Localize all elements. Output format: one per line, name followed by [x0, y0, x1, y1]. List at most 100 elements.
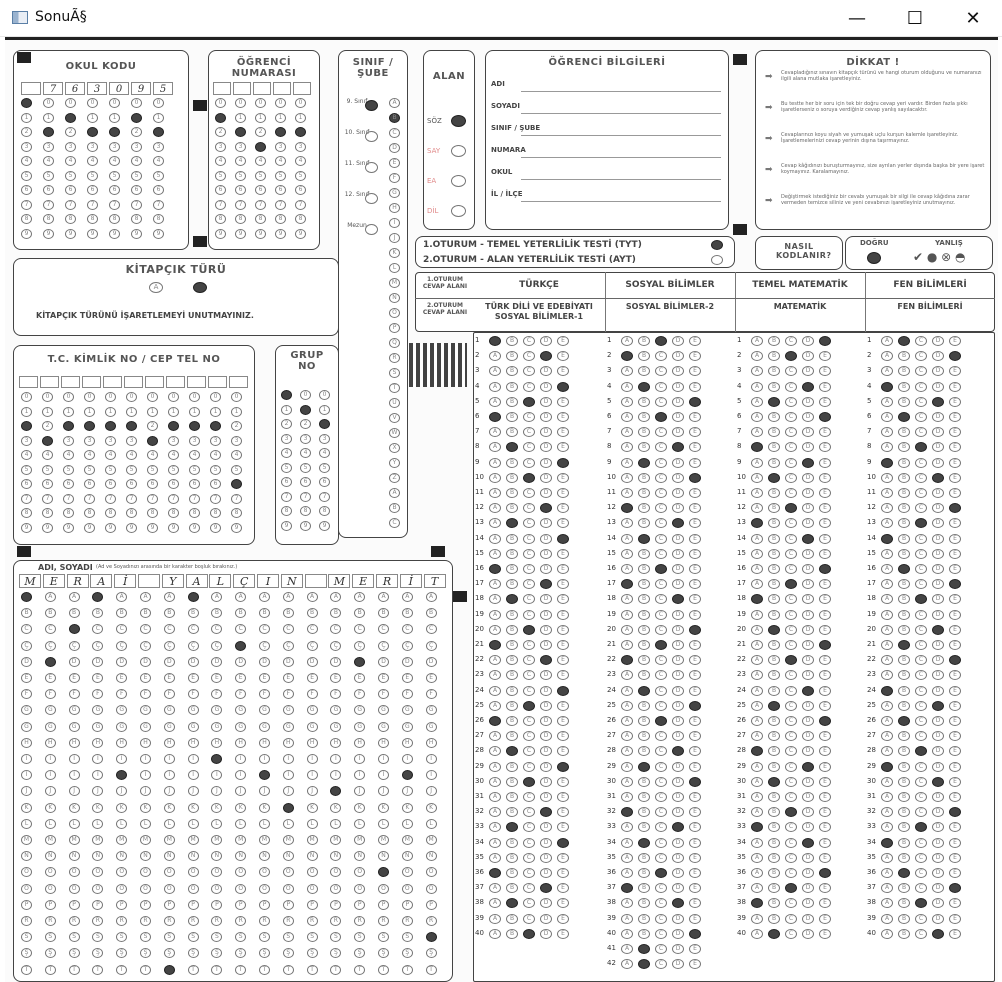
name-bubble[interactable]: F [330, 689, 342, 700]
answer-bubble[interactable]: C [655, 427, 667, 438]
name-bubble[interactable]: H [330, 737, 342, 748]
answer-bubble[interactable]: B [638, 594, 650, 605]
name-bubble[interactable]: F [187, 689, 199, 700]
name-bubble[interactable] [68, 624, 80, 635]
name-bubble[interactable]: H [354, 737, 366, 748]
answer-bubble[interactable]: B [506, 655, 518, 666]
ogrenci-no-bubble[interactable]: 0 [275, 98, 286, 108]
answer-bubble[interactable]: E [557, 776, 569, 787]
ogrenci-no-bubble[interactable]: 7 [255, 199, 266, 210]
answer-bubble[interactable]: A [881, 351, 893, 362]
answer-bubble[interactable]: C [655, 579, 667, 590]
answer-bubble[interactable]: D [932, 336, 944, 346]
answer-bubble[interactable]: C [915, 579, 927, 590]
answer-bubble[interactable]: C [655, 928, 667, 939]
tc-kimlik-bubble[interactable]: 9 [42, 522, 53, 533]
name-bubble[interactable]: M [21, 835, 32, 845]
name-bubble[interactable]: Ğ [44, 721, 56, 732]
answer-bubble[interactable]: E [819, 457, 831, 468]
name-bubble[interactable]: T [306, 964, 318, 975]
name-bubble[interactable]: Ş [354, 948, 366, 959]
name-bubble[interactable]: O [68, 867, 80, 878]
answer-bubble[interactable]: C [915, 381, 927, 392]
answer-bubble[interactable]: D [540, 488, 552, 498]
answer-bubble[interactable]: C [523, 731, 535, 742]
answer-bubble[interactable]: D [540, 868, 552, 878]
answer-bubble[interactable]: D [802, 670, 814, 681]
answer-bubble[interactable]: A [751, 457, 763, 468]
answer-bubble[interactable]: D [932, 883, 944, 894]
answer-bubble[interactable]: A [881, 776, 893, 787]
answer-bubble[interactable]: C [785, 609, 797, 620]
name-bubble[interactable]: L [259, 818, 270, 829]
answer-bubble[interactable] [621, 503, 633, 514]
answer-bubble[interactable]: B [898, 624, 910, 635]
name-bubble[interactable]: J [44, 786, 56, 797]
answer-bubble[interactable]: A [751, 472, 763, 483]
name-bubble[interactable]: Ç [92, 640, 104, 651]
answer-bubble[interactable]: D [672, 564, 684, 574]
answer-bubble[interactable]: E [819, 913, 831, 924]
answer-bubble[interactable]: C [915, 640, 927, 650]
answer-bubble[interactable]: A [621, 928, 633, 939]
answer-bubble[interactable] [949, 655, 961, 666]
answer-bubble[interactable] [523, 928, 535, 939]
answer-bubble[interactable]: C [523, 488, 535, 498]
answer-bubble[interactable]: D [540, 412, 552, 422]
answer-bubble[interactable]: A [489, 685, 501, 696]
name-bubble[interactable]: L [235, 818, 247, 829]
answer-bubble[interactable]: C [785, 336, 797, 346]
okul-kodu-bubble[interactable]: 0 [43, 98, 54, 108]
tc-kimlik-bubble[interactable]: 2 [42, 421, 53, 431]
answer-bubble[interactable]: C [655, 852, 667, 863]
answer-bubble[interactable] [540, 807, 552, 818]
name-bubble[interactable]: E [259, 673, 270, 683]
answer-bubble[interactable]: E [557, 427, 569, 438]
answer-bubble[interactable]: E [819, 761, 831, 772]
answer-bubble[interactable]: A [751, 548, 763, 559]
answer-bubble[interactable] [898, 336, 910, 346]
answer-bubble[interactable]: E [949, 564, 961, 574]
name-bubble[interactable]: N [378, 851, 389, 862]
answer-bubble[interactable]: A [621, 898, 633, 909]
answer-bubble[interactable]: E [557, 792, 569, 802]
name-bubble[interactable]: N [282, 851, 294, 862]
answer-bubble[interactable]: E [557, 852, 569, 863]
answer-bubble[interactable]: A [751, 640, 763, 650]
answer-bubble[interactable]: E [819, 366, 831, 377]
answer-bubble[interactable]: D [932, 913, 944, 924]
name-bubble[interactable]: I [259, 754, 270, 764]
answer-bubble[interactable]: A [881, 670, 893, 681]
answer-bubble[interactable]: C [655, 944, 667, 954]
grup-no-bubble[interactable]: 2 [300, 419, 311, 429]
answer-bubble[interactable] [785, 807, 797, 818]
answer-bubble[interactable]: B [768, 427, 780, 438]
tc-kimlik-bubble[interactable]: 5 [21, 464, 32, 475]
answer-bubble[interactable]: A [621, 518, 633, 529]
name-bubble[interactable]: I [235, 754, 247, 764]
grup-no-bubble[interactable]: 1 [319, 404, 330, 415]
answer-bubble[interactable]: B [506, 761, 518, 772]
name-bubble[interactable]: T [282, 964, 294, 975]
answer-bubble[interactable]: D [802, 746, 814, 757]
answer-bubble[interactable]: D [932, 761, 944, 772]
name-bubble[interactable]: Ş [187, 948, 199, 959]
answer-bubble[interactable] [785, 655, 797, 666]
answer-bubble[interactable]: B [638, 731, 650, 742]
name-bubble[interactable]: Ğ [282, 721, 294, 732]
answer-bubble[interactable]: A [881, 609, 893, 620]
answer-bubble[interactable]: A [881, 640, 893, 650]
grup-no-bubble[interactable] [319, 419, 330, 429]
name-bubble[interactable]: B [259, 608, 270, 619]
name-bubble[interactable]: G [211, 705, 223, 716]
tc-kimlik-bubble[interactable]: 4 [21, 450, 32, 460]
name-bubble[interactable]: M [140, 835, 151, 845]
answer-bubble[interactable] [802, 685, 814, 696]
name-bubble[interactable]: G [140, 705, 151, 716]
answer-bubble[interactable]: E [949, 457, 961, 468]
name-bubble[interactable]: G [163, 705, 175, 716]
name-bubble[interactable]: B [354, 608, 366, 619]
okul-kodu-bubble[interactable]: 8 [153, 214, 164, 224]
answer-bubble[interactable] [638, 457, 650, 468]
answer-bubble[interactable]: C [523, 655, 535, 666]
